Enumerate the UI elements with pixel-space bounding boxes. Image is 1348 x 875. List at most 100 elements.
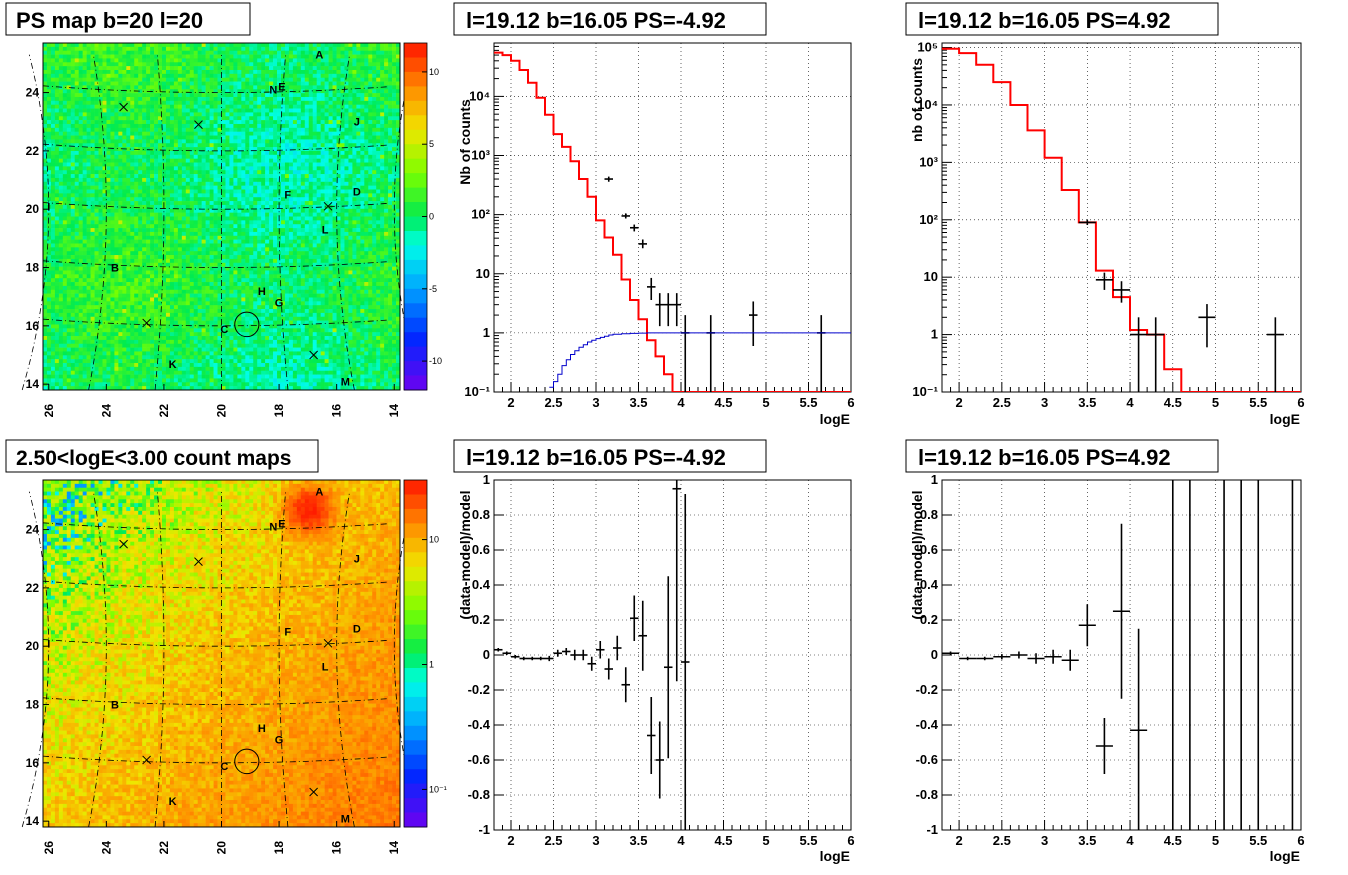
x-tick-label: 3: [1041, 395, 1048, 410]
source-label: M: [341, 813, 350, 825]
source-label: N: [269, 85, 277, 97]
colorbar-swatch: [404, 668, 427, 683]
plot-grid: [942, 43, 1302, 393]
y-tick-label: -0.8: [468, 787, 490, 802]
x-tick-label: 2: [507, 395, 514, 410]
y-tick-label: 10⁻¹: [912, 384, 938, 399]
x-tick-label: 22: [157, 841, 171, 855]
grid-parallel: [42, 755, 389, 764]
source-label: B: [111, 263, 119, 275]
colorbar-swatch: [404, 158, 427, 174]
source-label: F: [284, 190, 291, 202]
y-tick-label: 22: [26, 581, 40, 595]
map-ticks: 26 24 22 20 18 16 14 24 22 20 18 16 14: [26, 86, 402, 418]
source-label: I: [47, 201, 50, 213]
selected-source-circle: [234, 311, 260, 338]
x-tick-label: 5.5: [1249, 395, 1267, 410]
grid-meridian: [278, 54, 289, 391]
y-tick-label: 0.6: [472, 542, 490, 557]
res-neg-title: l=19.12 b=16.05 PS=-4.92: [466, 445, 726, 470]
colorbar-swatch: [404, 144, 427, 160]
source-labels: A N E J D F L I B HG C K M: [47, 50, 361, 389]
x-tick-label: 14: [387, 404, 401, 418]
source-label: J: [354, 554, 360, 566]
x-tick-label: 6: [1297, 395, 1304, 410]
colorbar-swatch: [404, 725, 427, 741]
selected-source-circle: [234, 748, 260, 775]
y-tick-label: 0.4: [472, 577, 491, 592]
source-label: H: [258, 286, 266, 298]
colorbar-swatch: [404, 317, 427, 333]
source-label: I: [47, 638, 50, 650]
colorbar-frame: [403, 479, 428, 828]
plot-ticks: 2 2.5 3 3.5 4 4.5 5 5.5 6 -1 -0.8 -0.6 -0.4 -0.2 0 0.2 0…: [916, 472, 1305, 848]
grid-parallel: [42, 143, 389, 152]
colorbar-swatch: [404, 115, 427, 131]
y-tick-label: 0.2: [920, 612, 938, 627]
y-tick-label: -1: [926, 822, 938, 837]
colorbar-swatch: [404, 754, 427, 770]
y-tick-label: -0.8: [916, 787, 938, 802]
grid-meridian: [88, 54, 107, 391]
colorbar-swatch: [404, 71, 427, 87]
y-tick-label: -0.2: [916, 682, 938, 697]
colorbar-swatch: [404, 480, 427, 495]
colorbar-swatch: [404, 216, 427, 232]
source-label: G: [275, 735, 284, 747]
y-tick-label: -0.2: [468, 682, 490, 697]
map-ticks: 26 24 22 20 18 16 14 24 22 20 18 16 14: [26, 523, 402, 855]
colorbar-tick-label: -10: [429, 356, 442, 366]
plot-frame: [493, 479, 852, 831]
series-model-line: [942, 47, 1301, 392]
y-tick-label: 0.4: [920, 577, 939, 592]
colorbar-tick-label: -5: [429, 284, 437, 294]
plot-grid: [494, 479, 852, 831]
y-tick-label: 24: [26, 86, 40, 100]
cross-marker: [194, 557, 203, 567]
series-background-line: [549, 332, 851, 388]
x-tick-label: 22: [157, 404, 171, 418]
grid-parallel: [42, 260, 389, 268]
spec-neg-ylabel: Nb of counts: [457, 99, 473, 185]
cross-marker: [309, 350, 318, 360]
x-tick-label: 3: [592, 833, 599, 848]
x-tick-label: 6: [847, 395, 854, 410]
plot-ticks: 2 2.5 3 3.5 4 4.5 5 5.5 6 10⁻¹ 1 10 10² 10³ 10⁴: [464, 45, 855, 410]
colorbar-swatch: [404, 812, 427, 828]
x-tick-label: 5.5: [799, 833, 817, 848]
x-tick-label: 18: [272, 841, 286, 855]
colorbar-swatch: [404, 653, 427, 669]
y-tick-label: 10³: [919, 154, 938, 169]
plot-grid: [494, 43, 852, 393]
colorbar-tick-label: 10: [429, 67, 439, 77]
y-tick-label: 10: [924, 269, 938, 284]
plot-frame: [493, 42, 852, 393]
y-tick-label: 18: [26, 261, 40, 275]
plot-ticks: 2 2.5 3 3.5 4 4.5 5 5.5 6 10⁻¹ 1 10 10² 10³ 10⁴ 10⁵: [912, 40, 1304, 410]
cross-marker: [119, 102, 128, 112]
x-tick-label: 2.5: [544, 833, 562, 848]
colorbar-swatch: [404, 696, 427, 712]
colorbar-swatch: [404, 259, 427, 275]
colorbar-swatch: [404, 552, 427, 568]
colorbar-swatch: [404, 711, 427, 727]
x-tick-label: 6: [1297, 833, 1304, 848]
x-tick-label: 2.5: [993, 833, 1011, 848]
res-pos-title: l=19.12 b=16.05 PS=4.92: [918, 445, 1171, 470]
colorbar-swatch: [404, 610, 427, 626]
grid-parallel: [42, 202, 389, 210]
colorbar-swatch: [404, 57, 427, 73]
y-tick-label: 10³: [471, 148, 490, 163]
plot-area: [942, 47, 1301, 392]
plot-area: [494, 51, 851, 392]
plot-frame: [941, 42, 1302, 393]
res-pos-ylabel: (data-model)/model: [909, 490, 925, 619]
x-tick-label: 5: [1212, 833, 1219, 848]
x-tick-label: 6: [847, 833, 854, 848]
colorbar-swatch: [404, 129, 427, 145]
colorbar-swatch: [404, 494, 427, 510]
colorbar-swatch: [404, 740, 427, 756]
colorbar-swatch: [404, 187, 427, 203]
heatmap-cells: [43, 480, 401, 828]
